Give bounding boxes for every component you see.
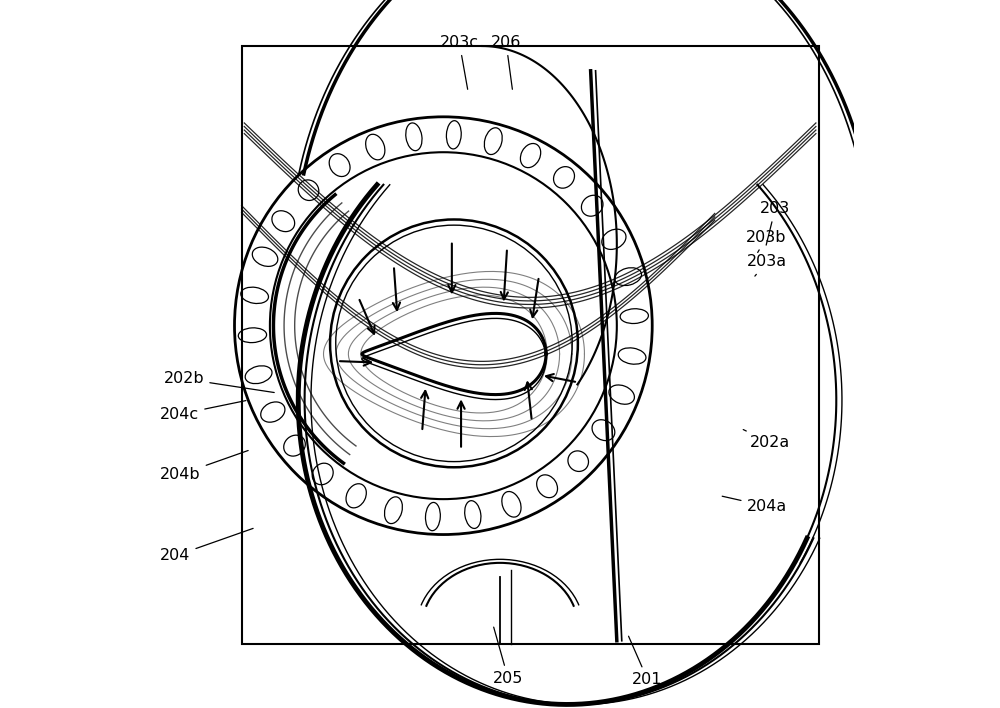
Text: 204a: 204a <box>722 496 787 514</box>
Text: 206: 206 <box>491 35 521 89</box>
Text: 203b: 203b <box>746 229 787 253</box>
Text: 205: 205 <box>493 627 523 686</box>
Text: 203c: 203c <box>440 35 479 89</box>
Text: 204c: 204c <box>160 401 246 422</box>
Text: 201: 201 <box>629 636 663 687</box>
Bar <box>242 46 819 644</box>
Text: 203: 203 <box>760 201 790 245</box>
Text: 204: 204 <box>160 528 253 564</box>
Text: 202a: 202a <box>743 430 790 450</box>
Text: 204b: 204b <box>160 450 248 482</box>
Text: 203a: 203a <box>747 254 787 276</box>
Text: 202b: 202b <box>164 371 274 392</box>
